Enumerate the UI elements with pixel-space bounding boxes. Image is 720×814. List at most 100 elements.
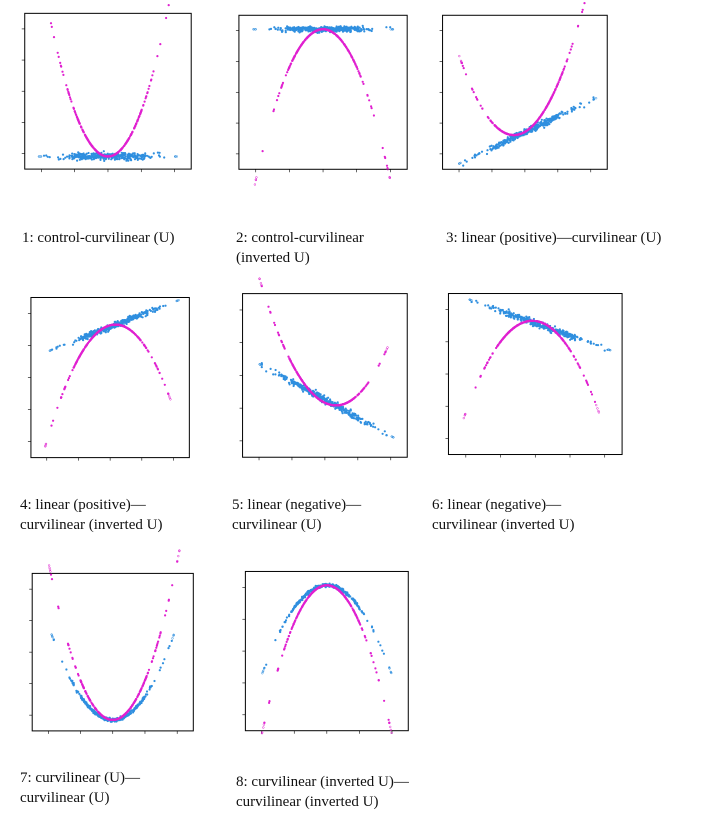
point xyxy=(306,28,309,32)
point xyxy=(486,362,489,365)
point xyxy=(123,144,126,147)
point xyxy=(489,356,492,359)
point xyxy=(548,100,551,103)
point xyxy=(538,323,541,326)
point xyxy=(293,368,297,371)
point xyxy=(67,92,70,95)
point xyxy=(569,338,572,341)
point xyxy=(158,307,161,310)
point xyxy=(336,404,339,407)
point xyxy=(143,100,146,103)
point xyxy=(386,167,389,170)
point xyxy=(569,48,572,51)
point xyxy=(332,32,335,35)
point xyxy=(460,60,463,63)
point xyxy=(349,414,353,417)
point xyxy=(38,155,41,158)
point xyxy=(502,312,505,315)
point xyxy=(332,27,335,30)
point xyxy=(99,158,102,161)
point xyxy=(130,132,133,135)
point xyxy=(170,639,173,642)
point xyxy=(338,30,341,33)
point xyxy=(344,407,347,410)
point xyxy=(512,312,515,315)
point xyxy=(287,355,290,358)
point xyxy=(333,404,336,407)
point xyxy=(348,412,351,416)
point xyxy=(491,148,494,151)
point xyxy=(127,159,130,162)
point xyxy=(589,342,592,345)
point xyxy=(583,106,586,109)
point xyxy=(555,331,558,334)
point xyxy=(323,401,326,404)
point xyxy=(301,379,304,382)
point xyxy=(330,27,333,30)
point xyxy=(538,327,541,330)
point xyxy=(355,416,359,419)
point xyxy=(522,321,525,324)
point xyxy=(522,317,525,320)
point xyxy=(360,389,363,392)
point xyxy=(119,148,122,151)
point xyxy=(71,156,74,159)
point xyxy=(289,360,292,363)
point xyxy=(113,323,116,326)
point xyxy=(44,444,47,447)
point xyxy=(462,164,465,167)
point xyxy=(347,409,351,412)
point xyxy=(558,117,561,120)
point xyxy=(323,397,326,400)
point xyxy=(507,331,510,334)
point xyxy=(272,110,275,113)
point xyxy=(129,158,132,161)
point xyxy=(276,28,279,31)
point xyxy=(61,153,65,156)
point xyxy=(389,26,392,29)
point xyxy=(64,156,67,159)
point xyxy=(167,4,170,7)
point xyxy=(581,8,584,11)
point xyxy=(106,324,109,328)
point xyxy=(134,154,137,157)
point xyxy=(162,304,165,308)
point xyxy=(603,349,606,352)
point xyxy=(562,339,565,342)
point xyxy=(364,420,367,423)
point xyxy=(259,282,263,285)
point xyxy=(116,323,119,326)
point xyxy=(150,78,153,81)
point xyxy=(122,319,126,322)
point xyxy=(357,416,360,419)
point xyxy=(287,28,290,31)
point xyxy=(351,412,354,416)
point xyxy=(513,137,517,141)
point xyxy=(74,339,77,342)
point xyxy=(293,383,296,386)
point xyxy=(349,53,352,56)
point xyxy=(353,417,356,420)
point xyxy=(63,388,66,391)
point xyxy=(78,158,81,161)
point xyxy=(498,141,502,144)
point xyxy=(526,316,529,319)
point xyxy=(305,36,308,39)
point xyxy=(461,64,464,67)
point xyxy=(292,58,295,61)
point xyxy=(514,133,517,137)
point xyxy=(535,320,538,323)
point xyxy=(69,98,72,101)
point xyxy=(349,409,352,412)
point xyxy=(579,337,582,340)
point xyxy=(88,155,91,158)
point xyxy=(531,319,534,322)
point xyxy=(88,331,91,334)
point xyxy=(89,339,92,342)
point xyxy=(357,70,360,73)
point xyxy=(545,117,548,120)
point xyxy=(345,401,349,404)
point xyxy=(504,314,508,317)
point xyxy=(68,155,71,158)
point xyxy=(324,399,327,402)
